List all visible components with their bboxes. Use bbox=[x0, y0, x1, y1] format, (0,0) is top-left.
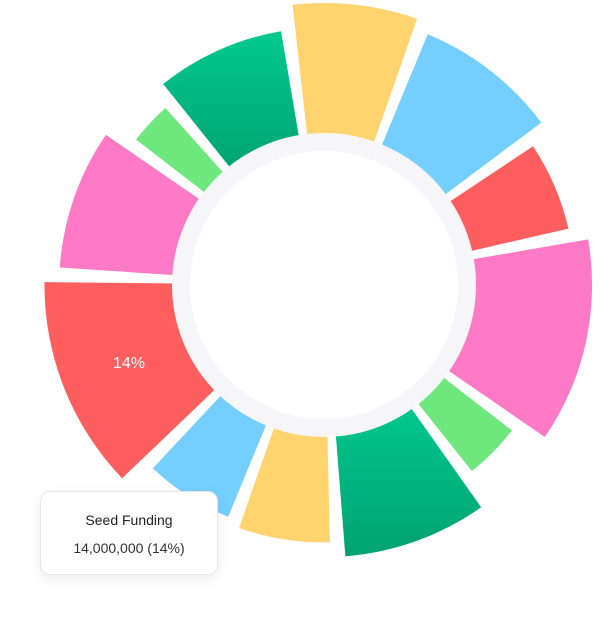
slice-7[interactable] bbox=[239, 417, 330, 543]
tooltip-title: Seed Funding bbox=[85, 512, 173, 528]
slice-9-label: 14% bbox=[113, 355, 145, 372]
tooltip: Seed Funding 14,000,000 (14%) bbox=[40, 491, 218, 575]
slice-10[interactable] bbox=[59, 134, 209, 276]
slice-3[interactable] bbox=[440, 146, 569, 254]
slice-12[interactable] bbox=[163, 31, 301, 176]
slice-2[interactable] bbox=[377, 34, 542, 202]
slice-1[interactable] bbox=[292, 2, 418, 153]
slice-8[interactable] bbox=[152, 387, 271, 517]
slice-9[interactable] bbox=[44, 282, 223, 479]
slice-6[interactable] bbox=[334, 399, 482, 557]
center-hole bbox=[190, 151, 458, 419]
tooltip-value: 14,000,000 (14%) bbox=[73, 540, 185, 556]
slice-5[interactable] bbox=[411, 370, 512, 472]
slice-4[interactable] bbox=[439, 239, 593, 438]
tooltip-pointer bbox=[120, 481, 136, 490]
slice-11[interactable] bbox=[136, 107, 231, 200]
